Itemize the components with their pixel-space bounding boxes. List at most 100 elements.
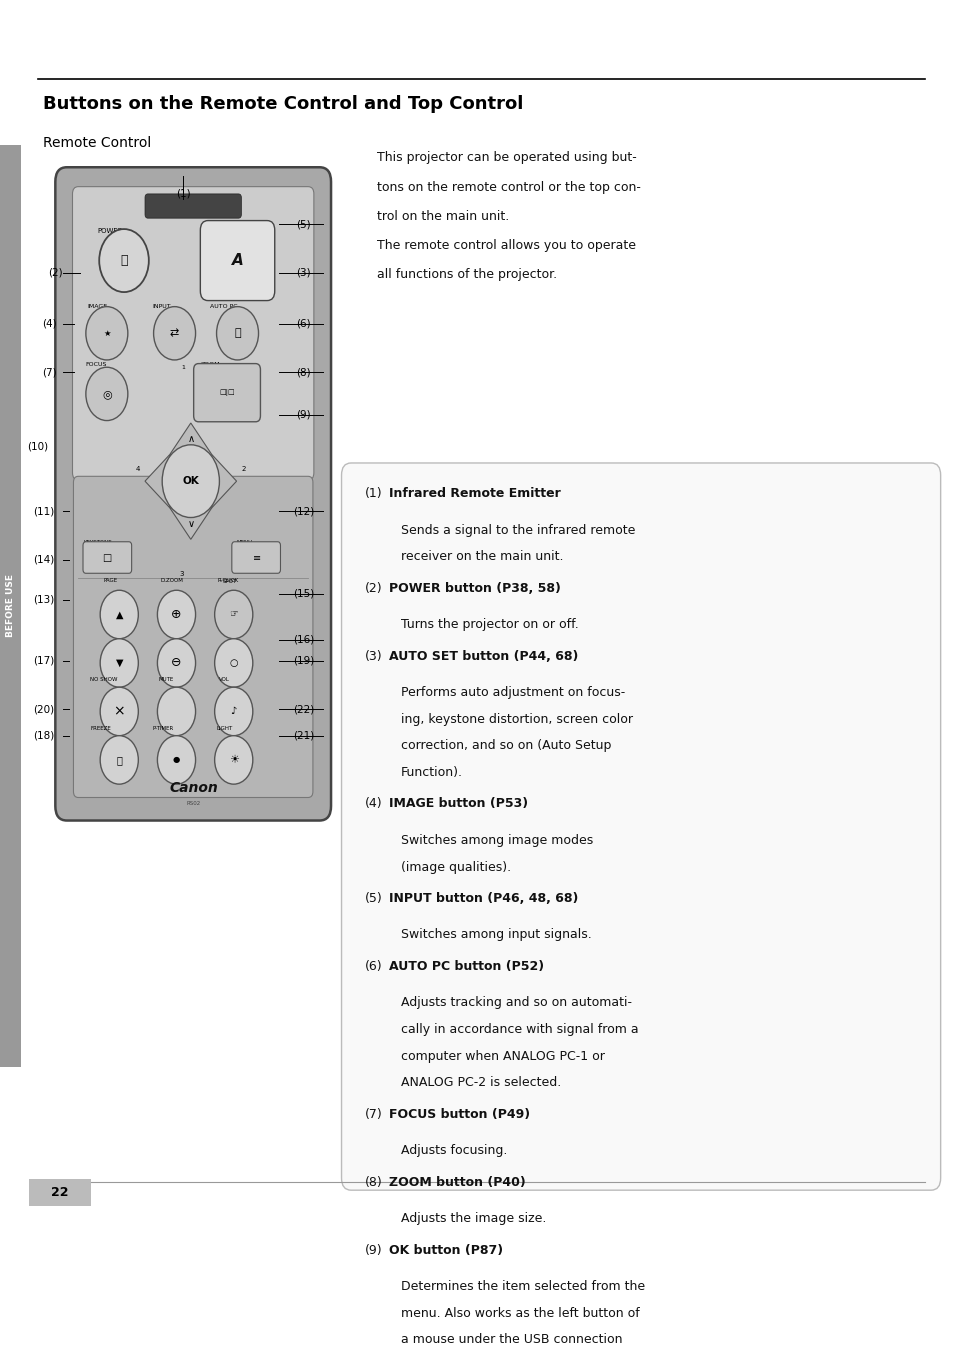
Text: trol on the main unit.: trol on the main unit. — [376, 210, 509, 223]
Circle shape — [216, 307, 258, 360]
Polygon shape — [170, 508, 212, 539]
Text: (7): (7) — [42, 368, 57, 377]
Text: INPUT button (P46, 48, 68): INPUT button (P46, 48, 68) — [389, 892, 578, 904]
FancyBboxPatch shape — [341, 462, 940, 1190]
Text: 1: 1 — [181, 365, 185, 369]
Text: 22: 22 — [51, 1186, 69, 1199]
Polygon shape — [212, 454, 236, 508]
Text: IMAGE: IMAGE — [88, 304, 108, 310]
Text: (11): (11) — [33, 507, 54, 516]
Text: (9): (9) — [364, 1244, 381, 1256]
FancyBboxPatch shape — [73, 476, 313, 798]
Circle shape — [99, 228, 149, 292]
Text: (17): (17) — [33, 656, 54, 665]
Text: LIGHT: LIGHT — [216, 726, 233, 731]
Text: ★: ★ — [103, 329, 111, 338]
Text: ☞: ☞ — [229, 610, 238, 619]
FancyBboxPatch shape — [83, 542, 132, 573]
Text: computer when ANALOG PC-1 or: computer when ANALOG PC-1 or — [400, 1049, 604, 1063]
Text: IMAGE button (P53): IMAGE button (P53) — [389, 798, 528, 810]
Text: (15): (15) — [293, 589, 314, 599]
Text: ∨: ∨ — [187, 519, 194, 529]
Text: ZOOM: ZOOM — [200, 362, 220, 368]
FancyBboxPatch shape — [72, 187, 314, 480]
FancyBboxPatch shape — [0, 146, 21, 1067]
Text: FREEZE: FREEZE — [91, 726, 112, 731]
Text: KEYSTONE: KEYSTONE — [84, 541, 112, 545]
FancyBboxPatch shape — [29, 1179, 91, 1206]
Text: ×: × — [113, 704, 125, 718]
Text: MENU: MENU — [236, 541, 253, 545]
Text: ▼: ▼ — [115, 658, 123, 668]
Text: (12): (12) — [293, 507, 314, 516]
FancyBboxPatch shape — [55, 168, 331, 821]
Text: (21): (21) — [293, 730, 314, 741]
Text: 2: 2 — [241, 466, 245, 472]
Text: tons on the remote control or the top con-: tons on the remote control or the top co… — [376, 181, 640, 193]
Text: Function).: Function). — [400, 767, 462, 779]
Text: Buttons on the Remote Control and Top Control: Buttons on the Remote Control and Top Co… — [43, 95, 523, 112]
Text: (8): (8) — [295, 368, 311, 377]
Text: Turns the projector on or off.: Turns the projector on or off. — [400, 618, 578, 631]
Text: ⏻: ⏻ — [120, 254, 128, 268]
Text: INPUT: INPUT — [152, 304, 172, 310]
Text: ⊖: ⊖ — [171, 657, 182, 669]
Text: ⊕: ⊕ — [171, 608, 182, 621]
Text: (3): (3) — [364, 649, 381, 662]
Text: menu. Also works as the left button of: menu. Also works as the left button of — [400, 1306, 639, 1320]
Text: (3): (3) — [295, 268, 311, 277]
Text: ○: ○ — [230, 658, 237, 668]
Text: (13): (13) — [33, 595, 54, 604]
Text: (18): (18) — [33, 730, 54, 741]
Text: AUTO SET button (P44, 68): AUTO SET button (P44, 68) — [389, 649, 578, 662]
FancyBboxPatch shape — [145, 193, 241, 218]
Text: AUTO PC button (P52): AUTO PC button (P52) — [389, 960, 544, 973]
Circle shape — [157, 638, 195, 687]
Text: cally in accordance with signal from a: cally in accordance with signal from a — [400, 1023, 638, 1036]
Text: Switches among image modes: Switches among image modes — [400, 834, 593, 846]
Text: (1): (1) — [175, 189, 191, 199]
Text: (16): (16) — [293, 635, 314, 645]
FancyBboxPatch shape — [232, 542, 280, 573]
Text: (4): (4) — [42, 319, 57, 329]
Text: ♪: ♪ — [231, 707, 236, 717]
Text: receiver on the main unit.: receiver on the main unit. — [400, 550, 562, 564]
Text: ZOOM button (P40): ZOOM button (P40) — [389, 1176, 525, 1188]
Text: Sends a signal to the infrared remote: Sends a signal to the infrared remote — [400, 523, 635, 537]
Text: (5): (5) — [295, 219, 311, 230]
Text: (2): (2) — [48, 268, 63, 277]
Text: AUTO SET: AUTO SET — [214, 228, 249, 234]
Circle shape — [162, 445, 219, 518]
Text: Adjusts the image size.: Adjusts the image size. — [400, 1211, 545, 1225]
Text: PAGE: PAGE — [103, 577, 117, 583]
Circle shape — [157, 591, 195, 638]
Text: (2): (2) — [364, 581, 381, 595]
Text: □: □ — [102, 553, 112, 562]
Text: (image qualities).: (image qualities). — [400, 860, 510, 873]
Text: ≡: ≡ — [253, 553, 260, 562]
Text: (19): (19) — [293, 656, 314, 665]
Text: Infrared Remote Emitter: Infrared Remote Emitter — [389, 487, 560, 500]
Text: OK button (P87): OK button (P87) — [389, 1244, 503, 1256]
Text: ◎: ◎ — [102, 389, 112, 399]
Text: ⏮: ⏮ — [116, 754, 122, 765]
Text: all functions of the projector.: all functions of the projector. — [376, 268, 557, 281]
Text: ☀: ☀ — [229, 754, 238, 765]
Text: (4): (4) — [364, 798, 381, 810]
Circle shape — [100, 591, 138, 638]
Text: a mouse under the USB connection: a mouse under the USB connection — [400, 1333, 621, 1347]
Text: ing, keystone distortion, screen color: ing, keystone distortion, screen color — [400, 713, 632, 726]
FancyBboxPatch shape — [193, 364, 260, 422]
Circle shape — [86, 368, 128, 420]
Circle shape — [214, 735, 253, 784]
Text: ANALOG PC-2 is selected.: ANALOG PC-2 is selected. — [400, 1076, 560, 1090]
Text: Adjusts tracking and so on automati-: Adjusts tracking and so on automati- — [400, 996, 631, 1009]
Text: MUTE: MUTE — [158, 677, 173, 683]
Text: ●: ● — [172, 756, 180, 764]
Text: Canon: Canon — [169, 781, 218, 795]
Text: AUTO PC: AUTO PC — [210, 304, 237, 310]
Text: ⌖: ⌖ — [234, 329, 240, 338]
Text: (6): (6) — [364, 960, 381, 973]
Text: NO SHOW: NO SHOW — [90, 677, 117, 683]
Text: The remote control allows you to operate: The remote control allows you to operate — [376, 239, 635, 251]
